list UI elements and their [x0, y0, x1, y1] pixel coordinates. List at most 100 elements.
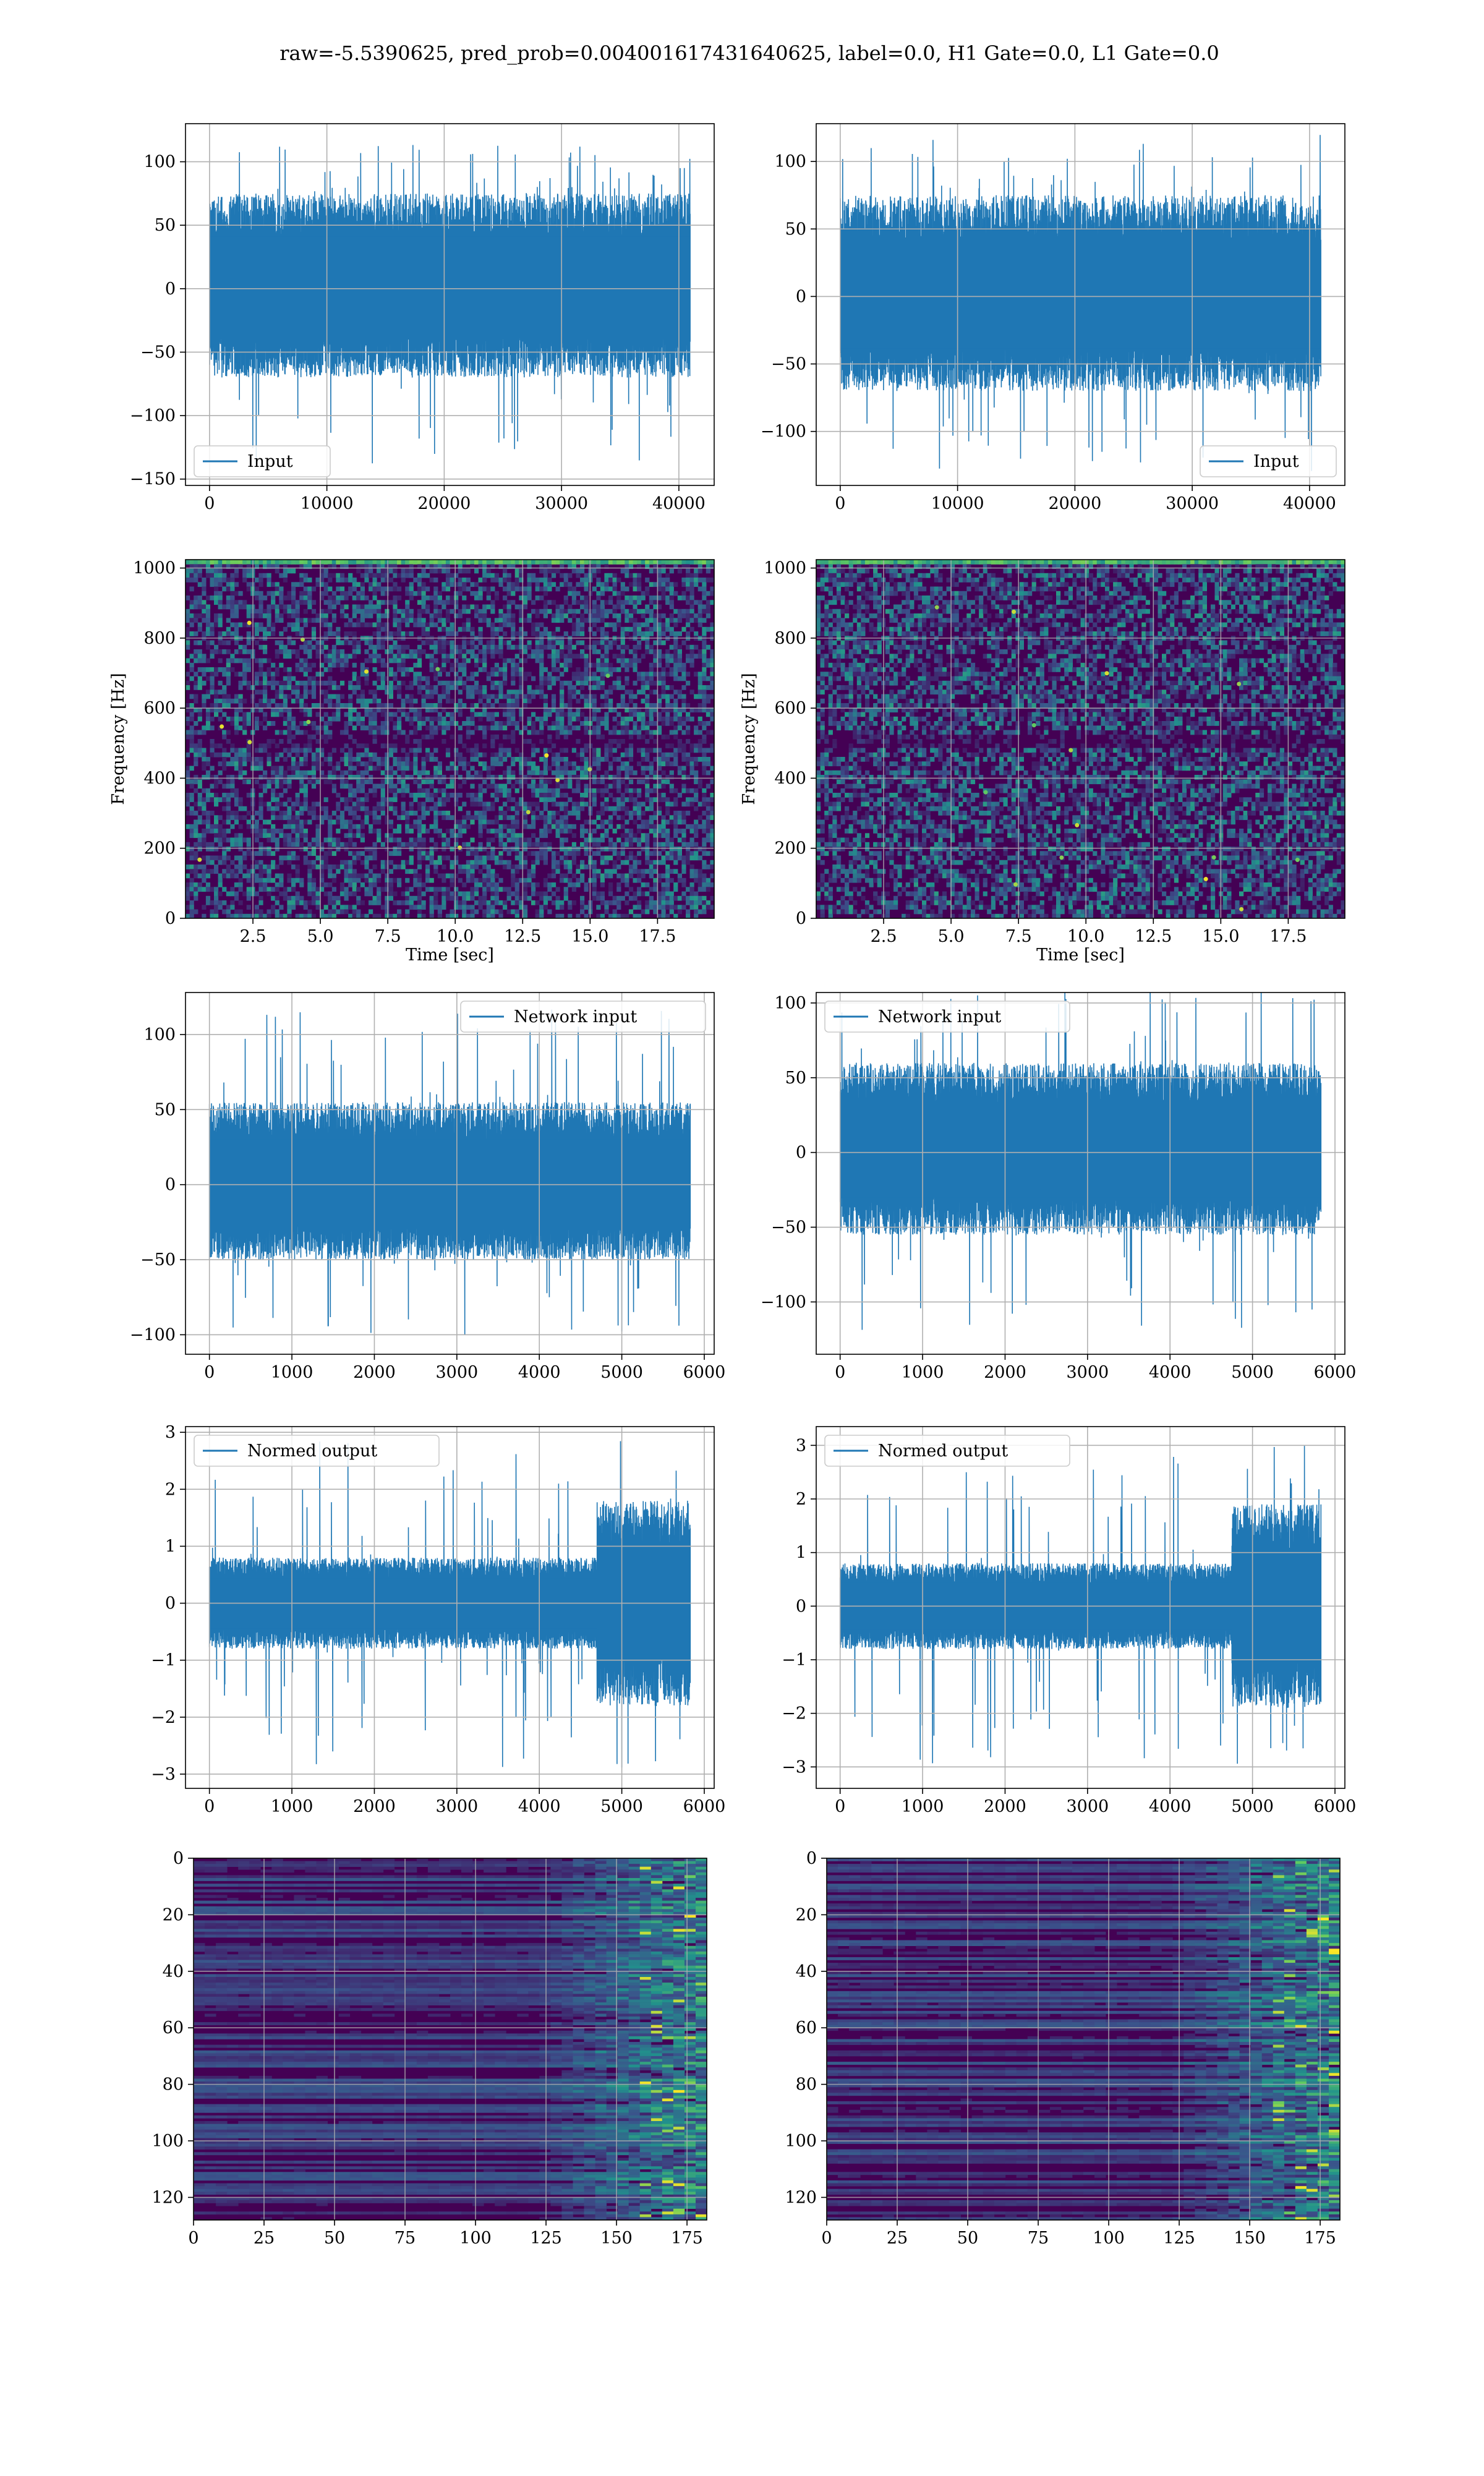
- spectrogram-cell: [466, 851, 471, 856]
- spectrogram-cell: [218, 596, 223, 600]
- spectrogram-cell: [336, 627, 340, 632]
- spectrogram-cell: [441, 815, 446, 820]
- spectrogram-cell: [552, 703, 556, 708]
- spectrogram-cell: [340, 613, 344, 618]
- spectrogram-cell: [438, 613, 442, 618]
- spectrogram-cell: [470, 905, 474, 910]
- spectrogram-cell: [258, 721, 263, 726]
- spectrogram-cell: [291, 887, 296, 892]
- spectrogram-cell: [373, 721, 377, 726]
- spectrogram-cell: [560, 613, 564, 618]
- spectrogram-cell: [263, 833, 267, 838]
- spectrogram-cell: [247, 878, 251, 883]
- spectrogram-cell: [352, 717, 357, 722]
- spectrogram-cell: [287, 820, 291, 825]
- spectrogram-cell: [600, 802, 605, 807]
- spectrogram-cell: [202, 887, 206, 892]
- spectrogram-cell: [369, 757, 373, 762]
- spectrogram-cell: [564, 663, 568, 668]
- spectrogram-cell: [458, 869, 463, 874]
- spectrogram-cell: [409, 618, 414, 623]
- spectrogram-cell: [608, 892, 613, 897]
- spectrogram-cell: [527, 869, 532, 874]
- spectrogram-cell: [247, 753, 251, 758]
- spectrogram-cell: [621, 721, 625, 726]
- spectrogram-cell: [226, 582, 231, 587]
- spectrogram-cell: [487, 910, 491, 915]
- spectrogram-cell: [328, 681, 332, 686]
- spectrogram-cell: [369, 892, 373, 897]
- spectrogram-cell: [258, 811, 263, 816]
- spectrogram-cell: [417, 649, 422, 654]
- spectrogram-cell: [470, 802, 474, 807]
- spectrogram-cell: [206, 788, 210, 793]
- spectrogram-cell: [596, 717, 600, 722]
- spectrogram-cell: [596, 761, 600, 766]
- spectrogram-cell: [596, 730, 600, 735]
- spectrogram-cell: [393, 757, 397, 762]
- spectrogram-cell: [450, 766, 454, 771]
- spectrogram-cell: [198, 743, 202, 748]
- spectrogram-cell: [441, 600, 446, 605]
- spectrogram-cell: [507, 609, 511, 614]
- spectrogram-cell: [198, 784, 202, 789]
- spectrogram-cell: [430, 596, 434, 600]
- spectrogram-cell: [332, 573, 336, 578]
- spectrogram-cell: [495, 761, 499, 766]
- spectrogram-cell: [544, 842, 548, 847]
- spectrogram-cell: [515, 900, 519, 905]
- spectrogram-cell: [409, 900, 414, 905]
- spectrogram-cell: [373, 878, 377, 883]
- spectrogram-cell: [222, 838, 226, 843]
- spectrogram-cell: [604, 860, 608, 865]
- spectrogram-cell: [474, 689, 479, 694]
- spectrogram-cell: [369, 779, 373, 784]
- spectrogram-cell: [621, 806, 625, 811]
- spectrogram-cell: [490, 712, 495, 717]
- spectrogram-cell: [547, 847, 552, 852]
- spectrogram-cell: [547, 896, 552, 901]
- spectrogram-cell: [584, 838, 589, 843]
- spectrogram-cell: [552, 802, 556, 807]
- spectrogram-cell: [267, 838, 271, 843]
- spectrogram-cell: [377, 627, 381, 632]
- spectrogram-cell: [608, 874, 613, 879]
- spectrogram-cell: [576, 775, 580, 780]
- spectrogram-cell: [336, 842, 340, 847]
- spectrogram-cell: [604, 613, 608, 618]
- spectrogram-cell: [495, 815, 499, 820]
- spectrogram-cell: [247, 569, 251, 574]
- spectrogram-cell: [584, 573, 589, 578]
- spectrogram-cell: [539, 623, 544, 628]
- spectrogram-cell: [511, 582, 515, 587]
- spectrogram-cell: [613, 613, 617, 618]
- spectrogram-cell: [328, 663, 332, 668]
- spectrogram-cell: [616, 797, 621, 802]
- spectrogram-cell: [552, 725, 556, 730]
- spectrogram-cell: [422, 905, 426, 910]
- spectrogram-cell: [572, 788, 576, 793]
- spectrogram-cell: [312, 766, 316, 771]
- spectrogram-cell: [385, 896, 389, 901]
- spectrogram-cell: [564, 864, 568, 869]
- spectrogram-cell: [312, 721, 316, 726]
- spectrogram-cell: [271, 824, 275, 829]
- spectrogram-cell: [572, 685, 576, 690]
- spectrogram-cell: [214, 869, 218, 874]
- spectrogram-cell: [621, 659, 625, 664]
- spectrogram-cell: [556, 609, 560, 614]
- spectrogram-cell: [422, 641, 426, 646]
- spectrogram-cell: [616, 681, 621, 686]
- spectrogram-cell: [409, 869, 414, 874]
- spectrogram-cell: [324, 587, 328, 592]
- spectrogram-cell: [373, 578, 377, 583]
- spectrogram-cell: [503, 793, 507, 798]
- spectrogram-cell: [344, 887, 349, 892]
- spectrogram-cell: [381, 573, 385, 578]
- spectrogram-cell: [214, 712, 218, 717]
- spectrogram-cell: [299, 882, 304, 887]
- spectrogram-cell: [344, 654, 349, 659]
- spectrogram-cell: [479, 820, 483, 825]
- spectrogram-cell: [523, 725, 527, 730]
- spectrogram-cell: [422, 900, 426, 905]
